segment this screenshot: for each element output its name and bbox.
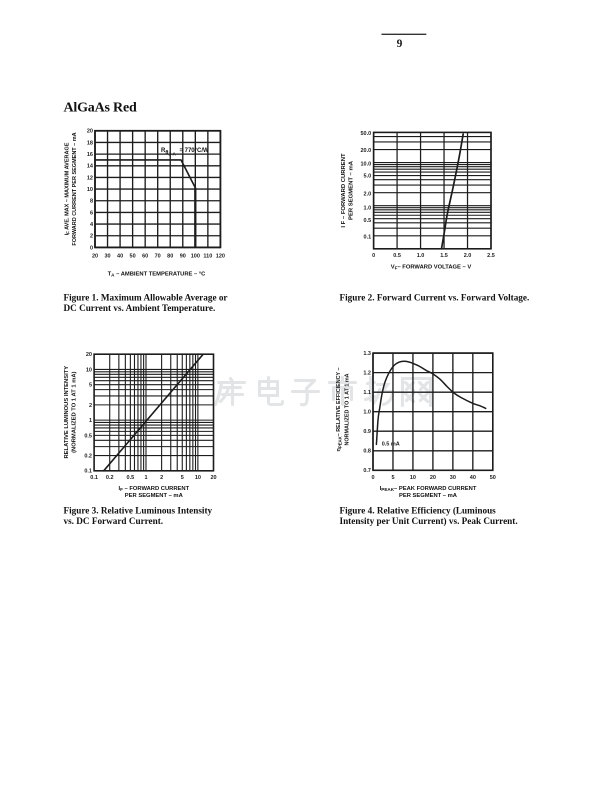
svg-text:IF AVE. MAX – MAXIMUM AVERAGE: IF AVE. MAX – MAXIMUM AVERAGE: [64, 142, 70, 235]
svg-text:110: 110: [203, 254, 212, 260]
svg-text:18: 18: [87, 140, 93, 146]
svg-text:50: 50: [130, 254, 136, 260]
svg-text:100: 100: [191, 254, 200, 260]
svg-text:1.0: 1.0: [417, 253, 425, 259]
svg-text:IPEAK– PEAK FORWARD CURRENT: IPEAK– PEAK FORWARD CURRENT: [380, 486, 477, 492]
svg-text:60: 60: [142, 254, 148, 260]
svg-text:2.0: 2.0: [464, 253, 472, 259]
svg-text:14: 14: [87, 164, 94, 170]
svg-text:ηPEAK– RELATIVE EFFICIENCY –: ηPEAK– RELATIVE EFFICIENCY –: [336, 368, 342, 452]
svg-text:1.3: 1.3: [363, 351, 371, 357]
svg-text:90: 90: [180, 254, 186, 260]
svg-text:10: 10: [87, 187, 93, 193]
svg-text:50: 50: [490, 475, 496, 481]
svg-text:5.0: 5.0: [364, 173, 372, 179]
svg-text:2: 2: [90, 234, 93, 240]
svg-text:vs. DC Forward Current.: vs. DC Forward Current.: [64, 516, 164, 526]
svg-text:9: 9: [397, 38, 403, 50]
svg-text:Figure 1. Maximum Allowable Av: Figure 1. Maximum Allowable Average or: [64, 293, 228, 303]
svg-text:20: 20: [210, 475, 216, 481]
svg-text:PER SEGMENT – mA: PER SEGMENT – mA: [399, 493, 458, 499]
svg-text:Intensity per Unit Current) vs: Intensity per Unit Current) vs. Peak Cur…: [340, 516, 518, 526]
svg-text:16: 16: [87, 152, 93, 158]
svg-text:NORMALIZED TO 1 AT 1 mA: NORMALIZED TO 1 AT 1 mA: [345, 373, 351, 445]
svg-text:PER SEGMENT – mA: PER SEGMENT – mA: [349, 160, 355, 220]
svg-text:0: 0: [371, 475, 374, 481]
svg-text:0: 0: [90, 245, 93, 251]
svg-text:VF– FORWARD VOLTAGE – V: VF– FORWARD VOLTAGE – V: [391, 264, 472, 270]
svg-text:10: 10: [195, 475, 201, 481]
svg-text:20: 20: [92, 254, 98, 260]
svg-text:0.5: 0.5: [393, 253, 401, 259]
svg-text:0.8: 0.8: [363, 449, 371, 455]
svg-text:5: 5: [181, 475, 184, 481]
svg-text:0.1: 0.1: [84, 469, 92, 475]
svg-text:0.5: 0.5: [84, 433, 92, 439]
svg-text:2: 2: [89, 403, 92, 409]
svg-text:12: 12: [87, 175, 93, 181]
svg-text:PER SEGMENT – mA: PER SEGMENT – mA: [125, 493, 184, 499]
svg-text:RθJ-A = 770°C/W: RθJ-A = 770°C/W: [161, 148, 209, 157]
svg-text:40: 40: [470, 475, 476, 481]
svg-text:(NORMALIZED TO 1 AT 1 mA): (NORMALIZED TO 1 AT 1 mA): [71, 371, 77, 452]
svg-text:1.2: 1.2: [363, 371, 371, 377]
svg-text:AlGaAs Red: AlGaAs Red: [64, 101, 137, 116]
svg-text:IF – FORWARD CURRENT: IF – FORWARD CURRENT: [118, 486, 189, 492]
svg-text:30: 30: [450, 475, 456, 481]
svg-text:6: 6: [90, 210, 93, 216]
svg-text:50.0: 50.0: [360, 131, 371, 137]
svg-text:2.0: 2.0: [364, 191, 372, 197]
svg-text:2.5: 2.5: [487, 253, 495, 259]
svg-text:20: 20: [430, 475, 436, 481]
svg-text:TA – AMBIENT TEMPERATURE – °C: TA – AMBIENT TEMPERATURE – °C: [108, 272, 207, 278]
svg-text:DC Current vs. Ambient Tempera: DC Current vs. Ambient Temperature.: [64, 303, 216, 313]
svg-text:5: 5: [89, 383, 92, 389]
svg-text:4: 4: [90, 222, 94, 228]
svg-text:30: 30: [104, 254, 110, 260]
svg-text:0.7: 0.7: [363, 468, 371, 474]
svg-text:1.5: 1.5: [440, 253, 448, 259]
svg-text:80: 80: [167, 254, 173, 260]
svg-text:5: 5: [391, 475, 394, 481]
svg-text:1.0: 1.0: [363, 410, 371, 416]
svg-text:20: 20: [87, 129, 93, 135]
svg-text:8: 8: [90, 199, 93, 205]
svg-text:Figure 4. Relative Efficiency: Figure 4. Relative Efficiency (Luminous: [340, 506, 497, 516]
svg-text:0.1: 0.1: [90, 475, 98, 481]
svg-text:20: 20: [86, 352, 92, 358]
svg-text:10: 10: [86, 367, 92, 373]
svg-text:1.0: 1.0: [364, 205, 372, 211]
svg-text:120: 120: [216, 254, 225, 260]
svg-text:0.2: 0.2: [106, 475, 114, 481]
svg-text:FORWARD CURRENT PER SEGMENT –: FORWARD CURRENT PER SEGMENT – mA: [72, 132, 78, 245]
svg-text:2: 2: [160, 475, 163, 481]
svg-text:10: 10: [410, 475, 416, 481]
svg-text:1.1: 1.1: [363, 390, 371, 396]
svg-text:10.0: 10.0: [360, 161, 371, 167]
svg-text:0: 0: [372, 253, 375, 259]
svg-text:1: 1: [144, 475, 147, 481]
svg-text:0.9: 0.9: [363, 429, 371, 435]
svg-text:Figure 3. Relative Luminous In: Figure 3. Relative Luminous Intensity: [64, 506, 213, 516]
svg-text:0.5: 0.5: [364, 218, 372, 224]
svg-text:20.0: 20.0: [360, 148, 371, 154]
svg-text:1: 1: [89, 418, 92, 424]
svg-text:RELATIVE LUMINOUS INTENSITY: RELATIVE LUMINOUS INTENSITY: [64, 366, 70, 459]
svg-text:0.5: 0.5: [127, 475, 135, 481]
svg-text:I F – FORWARD CURRENT: I F – FORWARD CURRENT: [341, 153, 347, 228]
svg-text:70: 70: [155, 254, 161, 260]
svg-text:0.2: 0.2: [84, 453, 92, 459]
svg-text:0.5 mA: 0.5 mA: [382, 442, 400, 448]
svg-text:0.1: 0.1: [364, 234, 372, 240]
svg-text:Figure 2. Forward Current vs.: Figure 2. Forward Current vs. Forward Vo…: [340, 293, 530, 303]
svg-text:40: 40: [117, 254, 123, 260]
